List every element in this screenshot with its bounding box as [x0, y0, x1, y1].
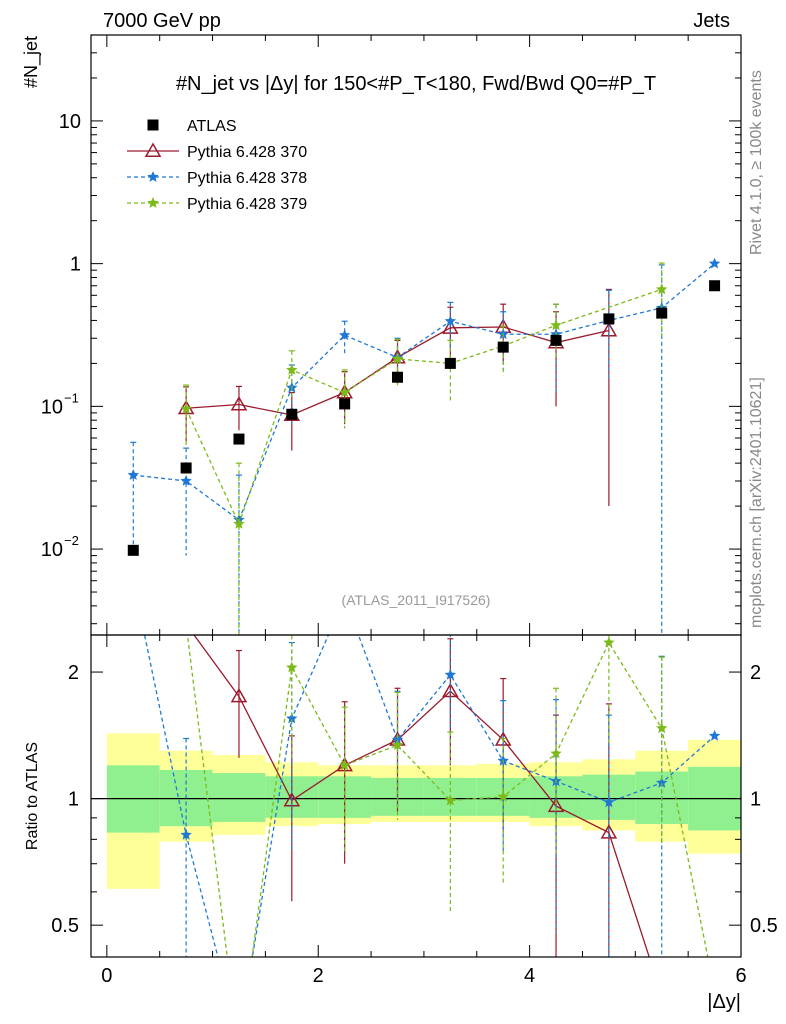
ratio-y-tick-label: 1 — [68, 789, 79, 811]
series-line-2 — [185, 288, 662, 526]
ratio-point — [444, 794, 457, 806]
ratio-point — [655, 989, 669, 1001]
y-axis-label: #N_jet — [21, 36, 42, 88]
series-point — [708, 257, 721, 269]
ratio-point — [708, 729, 721, 741]
ratio-y-tick-label: 0.5 — [51, 915, 79, 937]
legend-marker — [147, 171, 159, 182]
ratio-point — [180, 618, 191, 629]
energy-label: 7000 GeV pp — [103, 10, 221, 32]
legend-marker-atlas — [147, 119, 159, 131]
analysis-watermark: (ATLAS_2011_I917526) — [342, 592, 491, 608]
legend-label: Pythia 6.428 378 — [187, 170, 307, 187]
chart-title: #N_jet vs |Δy| for 150<#P_T<180, Fwd/Bwd… — [176, 73, 656, 95]
ratio-point — [656, 722, 668, 734]
ratio-point — [286, 661, 298, 673]
atlas-point — [339, 398, 351, 410]
ratio-point — [230, 687, 248, 703]
series-point — [339, 386, 351, 398]
series-point — [230, 396, 248, 411]
atlas-point — [127, 544, 139, 556]
y-tick-exponent: −1 — [64, 390, 79, 405]
x-tick-label: 2 — [313, 965, 324, 987]
atlas-point — [233, 433, 245, 445]
ratio-y-tick-label-right: 0.5 — [750, 915, 778, 937]
x-tick-label: 6 — [735, 965, 746, 987]
atlas-point — [286, 408, 298, 420]
ratio-point — [547, 797, 565, 813]
ratio-line-2 — [186, 635, 709, 957]
y-tick-label: 10 — [41, 396, 63, 418]
x-tick-label: 0 — [101, 965, 112, 987]
ratio-point — [550, 747, 562, 759]
atlas-point — [497, 341, 509, 353]
legend-label: ATLAS — [187, 118, 237, 135]
ratio-point — [391, 739, 404, 750]
series-point — [444, 315, 457, 327]
ratio-panel: 0 2 4 6 0.5 0.5 1 1 2 2 Ratio to ATLAS |Δy| — [24, 575, 778, 1013]
ratio-point — [444, 668, 457, 680]
category-label: Jets — [693, 10, 730, 32]
rivet-version-label: Rivet 4.1.0, ≥ 100k events — [748, 70, 765, 255]
series-point — [127, 469, 139, 480]
legend-marker — [147, 197, 159, 208]
ratio-y-tick-label: 2 — [68, 662, 79, 684]
atlas-point — [392, 371, 404, 383]
ratio-point — [180, 828, 192, 840]
source-label: mcplots.cern.ch [arXiv:2401.10621] — [748, 377, 765, 628]
series-point — [180, 475, 192, 486]
ratio-axis-label: Ratio to ATLAS — [24, 742, 41, 850]
series-point — [180, 402, 192, 414]
bottom-frame — [90, 634, 742, 958]
atlas-point — [180, 462, 192, 474]
y-tick-label: 10 — [41, 539, 63, 561]
y-tick-label: 1 — [70, 254, 81, 276]
series-point — [656, 283, 668, 295]
atlas-point — [656, 307, 668, 319]
series-point — [339, 329, 351, 341]
legend-marker — [144, 142, 162, 157]
top-data — [127, 257, 721, 635]
series-point — [286, 363, 298, 375]
atlas-point — [444, 357, 456, 369]
ratio-point — [339, 759, 351, 771]
y-tick-label: 10 — [59, 111, 81, 133]
x-tick-label: 4 — [524, 965, 535, 987]
legend-label: Pythia 6.428 379 — [187, 196, 307, 213]
ratio-y-tick-label-right: 2 — [750, 662, 761, 684]
uncertainty-band-inner — [212, 773, 266, 822]
ratio-y-tick-label-right: 1 — [750, 789, 761, 811]
ratio-point — [603, 796, 615, 808]
series-point — [550, 319, 562, 331]
ratio-data — [91, 575, 741, 1001]
legend: ATLAS Pythia 6.428 370 Pythia 6.428 378 Pyt… — [127, 118, 307, 213]
series-point — [233, 517, 245, 529]
atlas-point — [709, 280, 721, 292]
ratio-point — [128, 575, 139, 586]
legend-label: Pythia 6.428 370 — [187, 144, 307, 161]
atlas-point — [550, 334, 562, 346]
x-axis-label: |Δy| — [707, 991, 741, 1013]
y-tick-exponent: −2 — [64, 533, 79, 548]
series-line-1 — [133, 263, 715, 521]
ratio-point — [497, 790, 509, 802]
ratio-line-0 — [193, 635, 650, 957]
ratio-point — [656, 776, 668, 788]
series-point — [391, 352, 404, 364]
ratio-point — [603, 636, 615, 648]
ratio-point — [179, 617, 193, 629]
ratio-point — [286, 712, 298, 724]
atlas-point — [603, 313, 615, 325]
